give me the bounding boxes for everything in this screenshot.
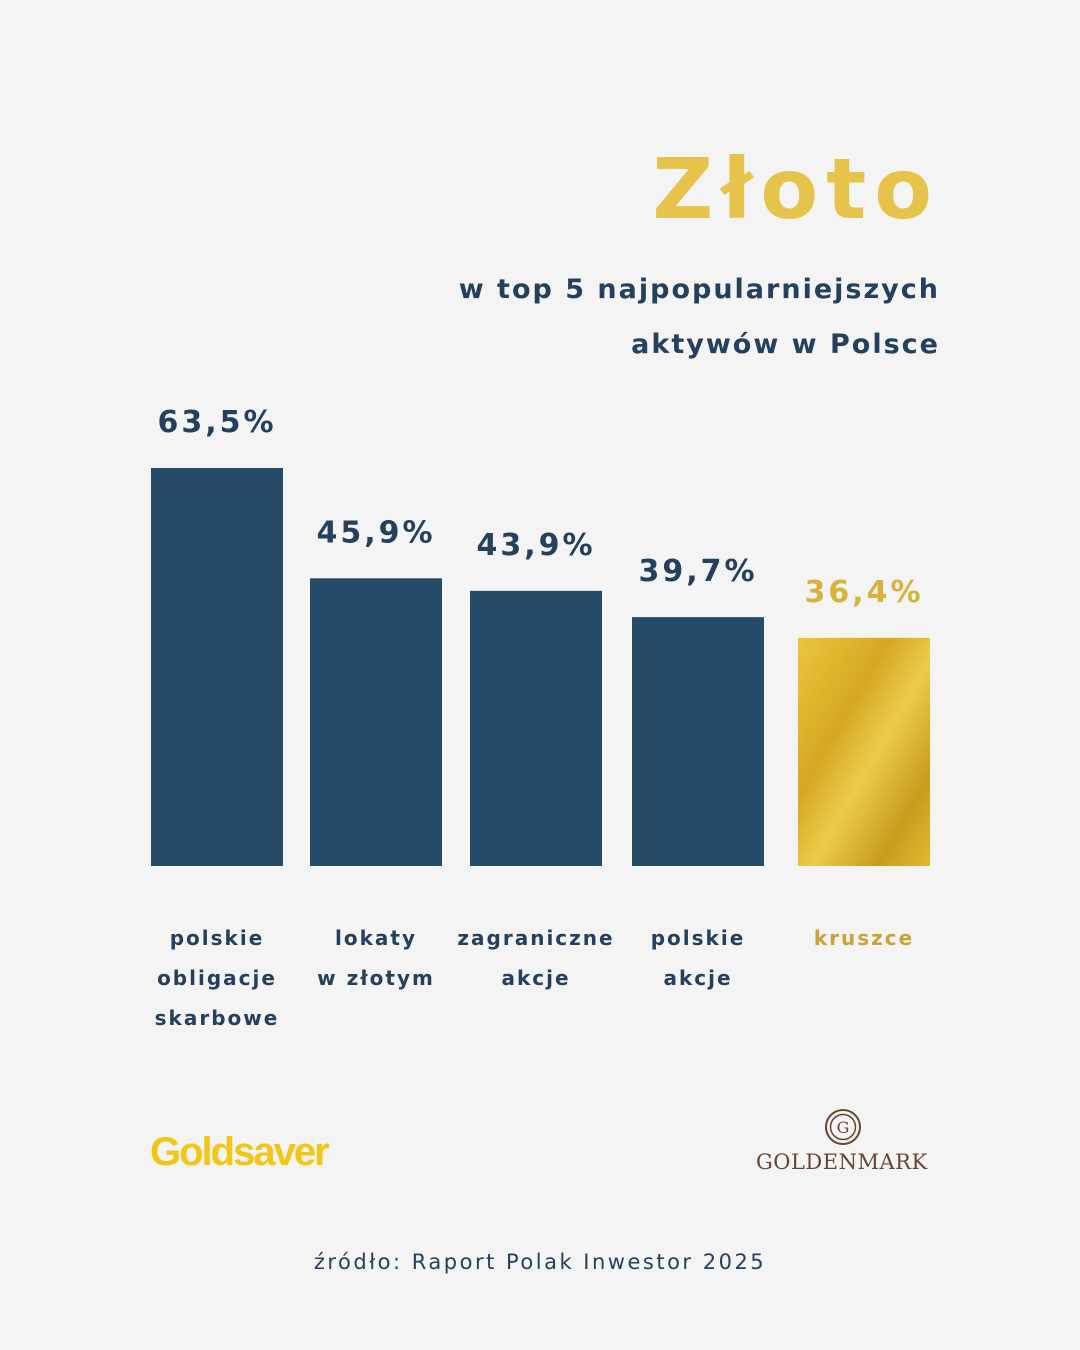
category-label-1-line-1: w złotym [317, 966, 435, 990]
category-label-3: polskie akcje [608, 918, 788, 998]
category-label-0: polskie obligacje skarbowe [127, 918, 307, 1038]
page-subtitle: w top 5 najpopularniejszych aktywów w Po… [459, 262, 940, 372]
category-label-2-line-0: zagraniczne [457, 926, 615, 950]
goldenmark-logo: GOLDENMARK [756, 1150, 928, 1174]
category-label-3-line-1: akcje [663, 966, 733, 990]
value-label-0: 63,5% [157, 405, 276, 440]
bar-4 [798, 637, 930, 866]
category-label-1: lokaty w złotym [286, 918, 466, 998]
category-label-0-line-0: polskie [169, 926, 265, 950]
bar-3 [632, 617, 764, 866]
bar-1 [310, 578, 442, 866]
category-label-1-line-0: lokaty [335, 926, 417, 950]
category-label-0-line-1: obligacje [157, 966, 277, 990]
goldenmark-emblem-letter: G [837, 1118, 850, 1137]
category-label-4-line-0: kruszce [813, 926, 915, 950]
bar-chart: 63,5% 45,9% 43,9% 39,7% 36,4% [151, 405, 930, 866]
value-label-2: 43,9% [476, 528, 595, 563]
value-label-3: 39,7% [638, 554, 757, 589]
category-label-2: zagraniczne akcje [446, 918, 626, 998]
category-label-2-line-1: akcje [501, 966, 571, 990]
goldenmark-emblem-icon: G [825, 1109, 861, 1145]
bar-2 [470, 590, 602, 866]
subtitle-line-2: aktywów w Polsce [631, 329, 940, 360]
value-label-4: 36,4% [804, 575, 923, 610]
page-title: Złoto [652, 140, 940, 238]
category-label-4: kruszce [774, 918, 954, 958]
value-label-1: 45,9% [316, 515, 435, 550]
subtitle-line-1: w top 5 najpopularniejszych [458, 274, 940, 305]
goldsaver-logo: Goldsaver [150, 1130, 330, 1174]
source-note: źródło: Raport Polak Inwestor 2025 [313, 1250, 767, 1274]
bar-0 [151, 468, 283, 866]
category-label-0-line-2: skarbowe [154, 1006, 280, 1030]
category-label-3-line-0: polskie [650, 926, 746, 950]
